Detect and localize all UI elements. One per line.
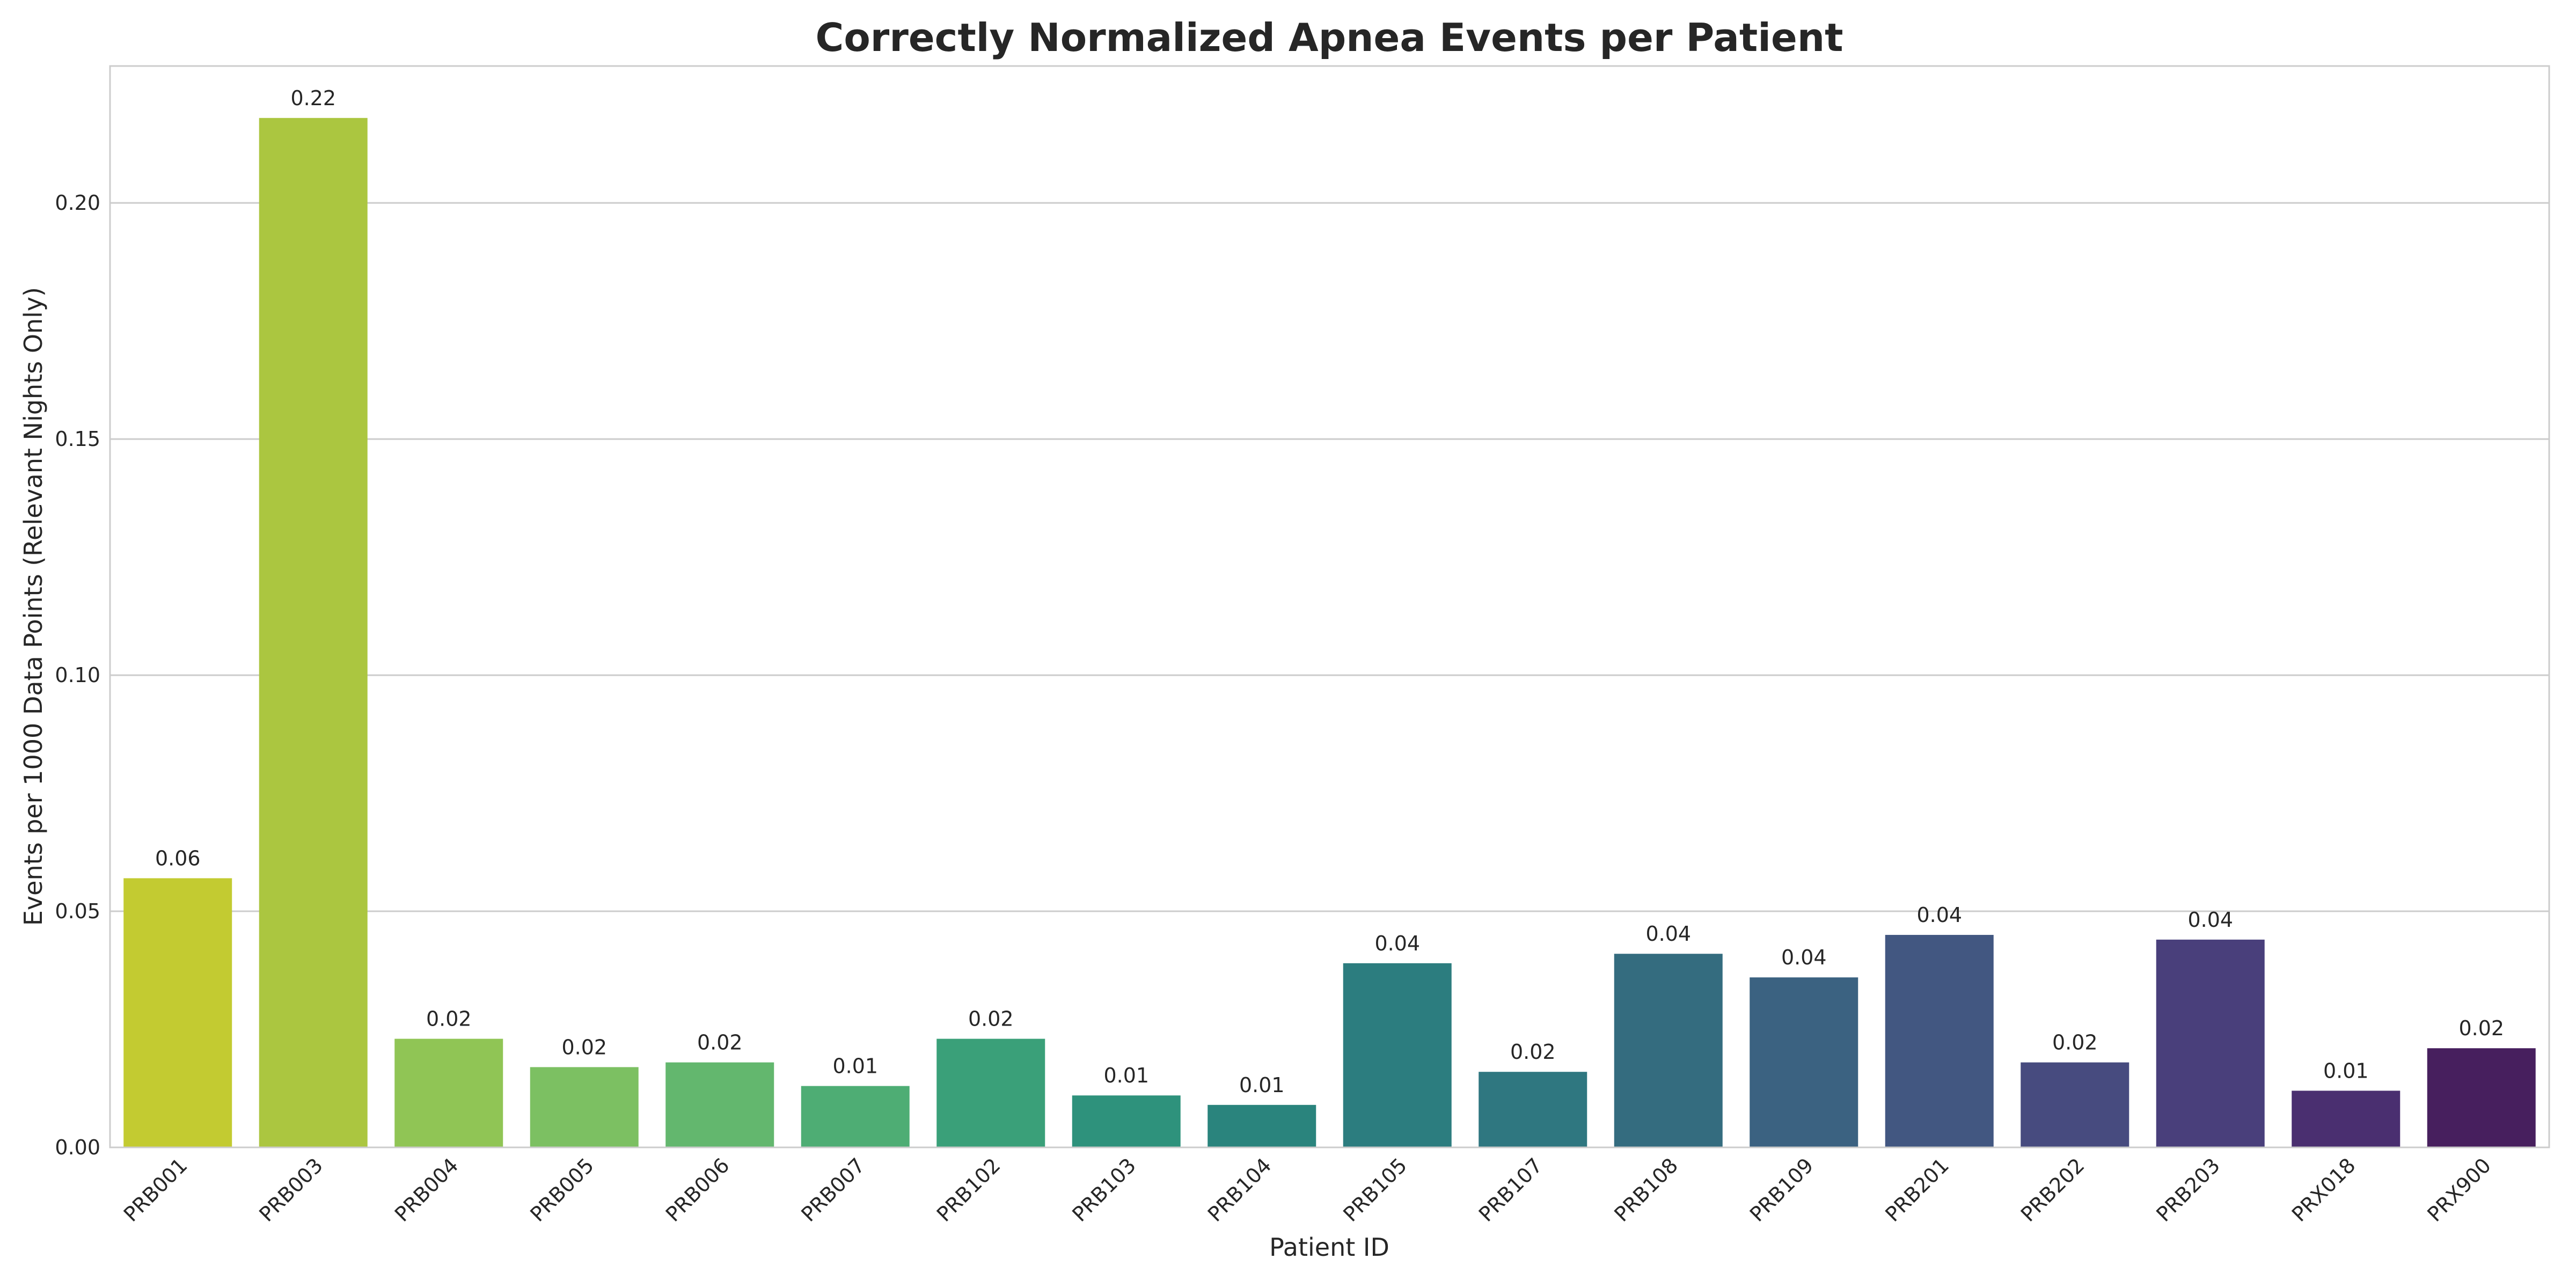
bar (1343, 963, 1452, 1147)
bar-value-label: 0.04 (1374, 932, 1420, 955)
bar-value-label: 0.02 (968, 1007, 1014, 1031)
bar (2292, 1091, 2401, 1147)
bar-layer (123, 118, 2536, 1147)
bar (665, 1062, 774, 1147)
x-tick-label: PRB103 (1067, 1153, 1140, 1226)
x-tick-label: PRB007 (796, 1153, 869, 1226)
bar (1072, 1095, 1181, 1147)
x-tick-label: PRB201 (1880, 1153, 1953, 1226)
bar (1208, 1104, 1316, 1147)
x-tick-label: PRB202 (2016, 1153, 2089, 1226)
bar (1614, 954, 1723, 1147)
bar (1479, 1072, 1587, 1147)
x-tick-label: PRX900 (2423, 1153, 2496, 1226)
y-tick-label: 0.20 (55, 191, 100, 215)
x-tick-label: PRB003 (254, 1153, 327, 1226)
x-tick-label: PRB001 (119, 1153, 192, 1226)
bar (1750, 977, 1858, 1147)
bar-value-label: 0.02 (2052, 1031, 2098, 1055)
bar-value-label: 0.01 (1239, 1073, 1285, 1097)
x-tick-label: PRB102 (932, 1153, 1005, 1226)
bar-value-label: 0.01 (2323, 1059, 2369, 1082)
bar (2427, 1048, 2536, 1147)
x-tick-label: PRB109 (1745, 1153, 1818, 1226)
x-tick-label: PRB104 (1203, 1153, 1276, 1226)
x-tick-label: PRB006 (661, 1153, 734, 1226)
x-tick-label: PRB004 (390, 1153, 463, 1226)
bar (530, 1067, 639, 1147)
bar-value-label: 0.02 (561, 1035, 607, 1059)
bar-value-label: 0.04 (2187, 908, 2233, 932)
x-tick-label: PRB005 (525, 1153, 598, 1226)
bar (123, 878, 232, 1147)
plot-frame (109, 65, 2550, 1148)
bar-value-label: 0.04 (1781, 946, 1827, 969)
x-tick-label: PRB105 (1338, 1153, 1411, 1226)
bar-value-label: 0.01 (1103, 1064, 1149, 1087)
bar-value-label: 0.22 (290, 86, 336, 110)
bar (259, 118, 368, 1147)
bar-value-label: 0.06 (155, 846, 201, 870)
bar (2156, 939, 2265, 1147)
bar-value-label: 0.04 (1645, 922, 1691, 946)
x-tick-label: PRB107 (1474, 1153, 1547, 1226)
y-tick-label: 0.05 (55, 899, 100, 923)
bar (394, 1038, 503, 1147)
bar (2021, 1062, 2129, 1147)
data-label-layer: 0.06 0.22 0.02 0.02 0.02 0.01 0.02 0.01 0.01 0.04… (155, 86, 2504, 1097)
y-tick-label: 0.15 (55, 427, 100, 451)
chart-title: Correctly Normalized Apnea Events per Pa… (816, 15, 1843, 60)
y-tick-label: 0.10 (55, 663, 100, 687)
bar-value-label: 0.02 (2458, 1016, 2504, 1040)
bar-value-label: 0.02 (426, 1007, 472, 1031)
bar (801, 1086, 910, 1147)
bar-value-label: 0.02 (1510, 1040, 1556, 1064)
bar (1885, 935, 1994, 1147)
x-tick-layer: PRB001 PRB003 PRB004 PRB005 PRB006 PRB007 PRB1… (119, 1153, 2496, 1226)
y-tick-layer: 0.00 0.05 0.10 0.15 0.20 (55, 191, 100, 1159)
bar-value-label: 0.01 (832, 1055, 878, 1078)
y-tick-label: 0.00 (55, 1136, 100, 1159)
bar-value-label: 0.02 (697, 1031, 743, 1055)
x-tick-label: PRB108 (1609, 1153, 1682, 1226)
x-tick-label: PRX018 (2287, 1153, 2360, 1226)
x-axis-label: Patient ID (1269, 1233, 1389, 1262)
bar (936, 1038, 1045, 1147)
x-tick-label: PRB203 (2151, 1153, 2224, 1226)
y-axis-label: Events per 1000 Data Points (Relevant Ni… (19, 287, 48, 926)
bar-value-label: 0.04 (1916, 903, 1962, 927)
